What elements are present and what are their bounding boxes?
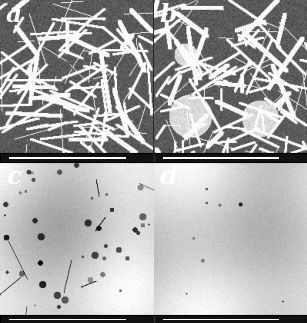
Bar: [9, 157, 126, 159]
Text: b: b: [160, 3, 177, 27]
Bar: [163, 157, 279, 159]
Bar: [163, 318, 279, 320]
Text: d: d: [160, 164, 177, 189]
Text: c: c: [6, 164, 21, 189]
Bar: [9, 318, 126, 320]
Text: a: a: [6, 3, 22, 27]
